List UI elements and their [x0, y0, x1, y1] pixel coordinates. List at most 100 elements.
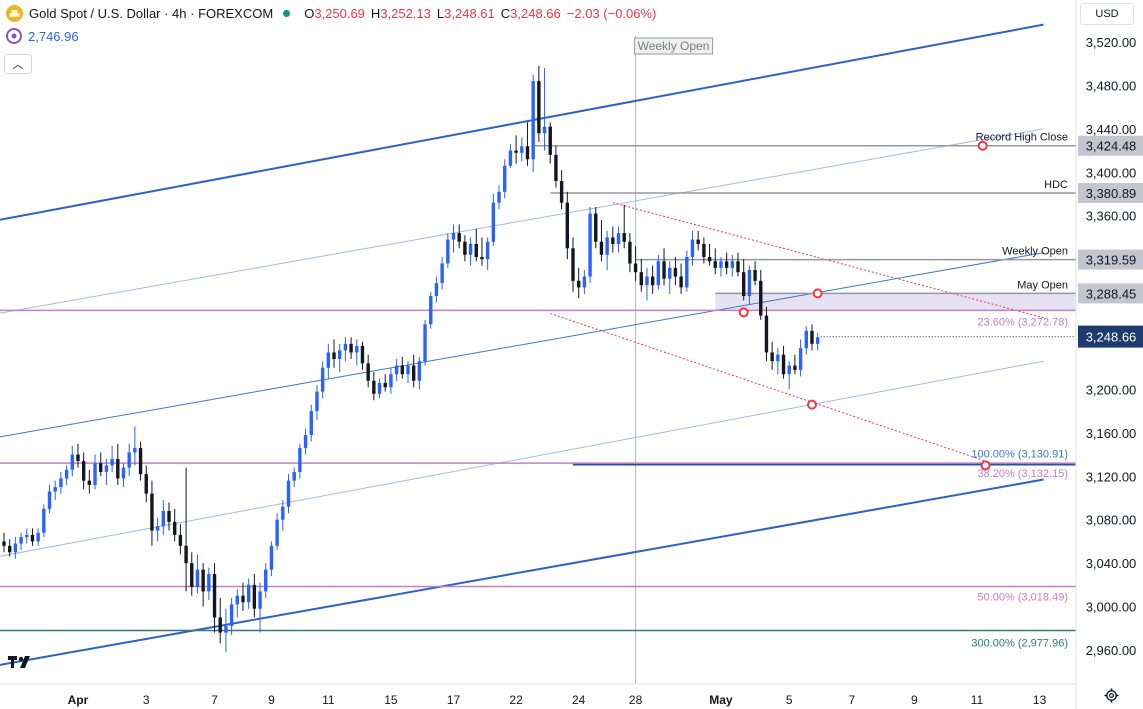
time-tick-label: 7 — [211, 693, 218, 707]
candle-body — [434, 283, 439, 297]
time-tick-label: 15 — [384, 693, 398, 707]
candle — [252, 574, 257, 618]
candle — [429, 291, 433, 329]
weekly-open-vertical-label: Weekly Open — [638, 39, 710, 53]
channel-median — [0, 252, 1044, 438]
candle — [36, 528, 40, 546]
candle — [599, 220, 604, 262]
candle — [702, 237, 706, 264]
candle-body — [514, 150, 518, 153]
candle-body — [594, 213, 598, 242]
candle-body — [252, 584, 257, 609]
candle — [650, 265, 655, 294]
price-tick-label: 2,960.00 — [1086, 643, 1137, 658]
high-value: 3,252.13 — [380, 6, 431, 21]
candle-body — [246, 584, 251, 603]
weekly-open-axis-label: 3,319.59 — [1086, 253, 1137, 268]
candle — [571, 237, 575, 292]
candle-body — [372, 380, 376, 394]
change-value: −2.03 (−0.06%) — [566, 6, 657, 21]
candle-body — [36, 532, 40, 542]
candle-body — [736, 261, 740, 273]
time-tick-label: 11 — [322, 693, 335, 707]
price-tick-label: 3,080.00 — [1086, 513, 1137, 528]
candle — [411, 354, 416, 388]
weekly-open-vertical-box — [634, 37, 714, 55]
candle — [167, 502, 171, 531]
candle-body — [764, 315, 769, 353]
candle — [281, 500, 285, 531]
candle — [13, 537, 18, 559]
candle-body — [650, 276, 655, 286]
candle-body — [286, 480, 291, 507]
candle — [719, 256, 723, 277]
candle — [514, 135, 518, 164]
candle-body — [178, 534, 183, 546]
candle-body — [241, 595, 245, 603]
candle-body — [468, 243, 473, 255]
candle — [616, 226, 621, 253]
candle — [559, 170, 564, 210]
candle — [155, 517, 160, 542]
candle — [759, 270, 763, 320]
candle-body — [133, 448, 137, 453]
candle-body — [417, 361, 422, 381]
candle — [195, 554, 200, 594]
candle-body — [559, 180, 564, 203]
candle — [372, 372, 376, 401]
candle-body — [87, 480, 92, 485]
candle-body — [298, 448, 302, 472]
candle — [190, 552, 194, 596]
price-tick-label: 3,400.00 — [1086, 165, 1137, 180]
indicator-row: 2,746.96 — [6, 28, 79, 44]
candle-body — [235, 595, 239, 605]
candle-body — [332, 352, 336, 360]
candle — [173, 508, 177, 542]
candle — [241, 582, 245, 611]
candle — [184, 467, 188, 592]
candle-body — [656, 261, 661, 286]
symbol-header: Gold Spot / U.S. Dollar · 4h · FOREXCOM … — [6, 5, 656, 22]
candle — [747, 265, 752, 305]
candle — [474, 228, 478, 262]
open-value: 3,250.69 — [314, 6, 365, 21]
settings-gear-icon[interactable] — [1104, 688, 1119, 707]
fib-23-6-label: 23.60% (3,272.78) — [977, 316, 1068, 328]
candle-body — [497, 191, 501, 203]
candle-body — [195, 569, 200, 588]
market-open-icon — [283, 10, 291, 17]
indicator-icon[interactable] — [6, 28, 22, 44]
candle — [99, 452, 103, 477]
candle-body — [212, 574, 217, 618]
candle-body — [793, 365, 797, 370]
time-tick-label: 11 — [971, 693, 984, 707]
collapse-legend-button[interactable]: ︿ — [4, 54, 32, 74]
hdc-axis-label: 3,380.89 — [1086, 186, 1137, 201]
candle-body — [446, 239, 450, 264]
candle-body — [474, 243, 478, 257]
candle — [463, 235, 467, 262]
record-high-close-axis-box — [1078, 135, 1143, 156]
price-tick-label: 3,200.00 — [1086, 382, 1137, 397]
time-tick-label: 3 — [143, 693, 150, 707]
ohlc-low: L3,248.61 — [437, 6, 495, 21]
candle — [59, 471, 63, 494]
slope-lower — [550, 312, 986, 462]
candle — [366, 354, 370, 388]
close-value: 3,248.66 — [510, 6, 561, 21]
symbol-title[interactable]: Gold Spot / U.S. Dollar · 4h · FOREXCOM — [29, 6, 274, 21]
candle-body — [588, 213, 592, 277]
candle-body — [218, 617, 222, 633]
currency-select[interactable]: USD — [1080, 3, 1134, 25]
candle-body — [360, 346, 365, 364]
candle-body — [679, 276, 683, 288]
candle — [110, 445, 114, 472]
candle — [656, 254, 661, 290]
candle — [144, 465, 148, 503]
candle — [742, 259, 746, 301]
candle — [531, 74, 535, 173]
candle — [2, 532, 6, 553]
hdc-label: HDC — [1044, 179, 1068, 191]
candle — [138, 441, 143, 481]
